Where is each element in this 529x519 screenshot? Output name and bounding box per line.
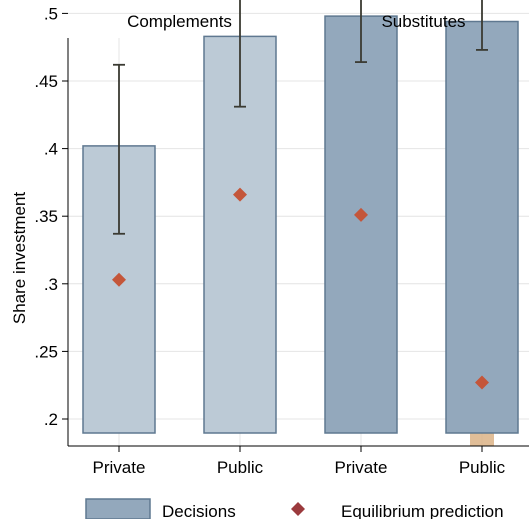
y-tick-label-5: .45 xyxy=(34,72,58,91)
prediction-marker-0-0 xyxy=(112,272,126,287)
legend: Decisions Equilibrium prediction xyxy=(85,498,504,519)
panel-titles: Complements Substitutes xyxy=(127,12,465,31)
prediction-marker-1-1 xyxy=(475,375,489,390)
legend-prediction-marker xyxy=(291,502,305,516)
legend-decisions-swatch xyxy=(85,498,151,519)
prediction-markers xyxy=(112,187,489,390)
y-tick-label-0: .2 xyxy=(44,410,58,429)
y-axis-label: Share investment xyxy=(10,192,29,325)
bars xyxy=(82,15,519,434)
y-tick-label-1: .25 xyxy=(34,342,58,361)
y-tick-label-3: .35 xyxy=(34,207,58,226)
y-tick-label-6: .5 xyxy=(44,4,58,23)
bar-1-0 xyxy=(324,15,398,434)
prediction-marker-1-0 xyxy=(354,207,368,222)
legend-decisions-label: Decisions xyxy=(162,502,236,519)
panel-title-1: Substitutes xyxy=(381,12,465,31)
panel-title-0: Complements xyxy=(127,12,232,31)
x-tick-label-1: Public xyxy=(217,458,264,477)
x-tick-label-3: Public xyxy=(459,458,506,477)
y-axis: .2.25.3.35.4.45.5.55.6.65.7.75 xyxy=(34,4,69,446)
y-tick-label-4: .4 xyxy=(44,140,58,159)
legend-prediction-label: Equilibrium prediction xyxy=(341,502,504,519)
prediction-marker-0-1 xyxy=(233,187,247,202)
error-bars xyxy=(113,0,488,235)
x-tick-label-2: Private xyxy=(335,458,388,477)
y-tick-label-2: .3 xyxy=(44,275,58,294)
prediction-bands xyxy=(107,160,494,447)
bar-1-1 xyxy=(445,20,519,434)
x-tick-label-0: Private xyxy=(93,458,146,477)
x-axis: Private Public Private Public xyxy=(68,445,529,477)
